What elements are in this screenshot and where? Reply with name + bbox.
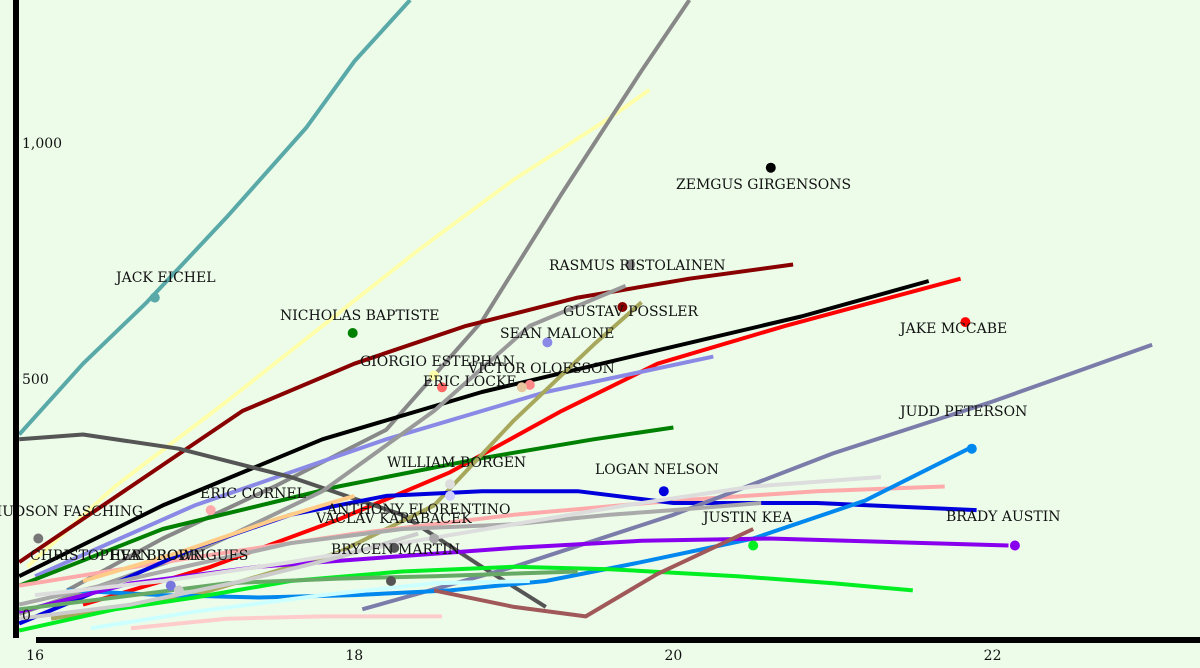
- series-line-20: [433, 527, 755, 619]
- player-label-2: ZEMGUS GIRGENSONS: [676, 177, 851, 193]
- player-label-15: HUDSON FASCHING: [0, 504, 143, 520]
- player-point-1[interactable]: [347, 328, 358, 338]
- player-label-19: BRYCEN MARTIN: [331, 542, 460, 558]
- series-line-1: [25, 88, 651, 569]
- player-point-10[interactable]: [748, 540, 759, 551]
- x-tick-label-1: 18: [345, 648, 363, 664]
- series-line-24: [18, 531, 419, 621]
- player-label-6: JAKE MCCABE: [898, 321, 1007, 337]
- player-point-17[interactable]: [165, 580, 176, 591]
- player-point-21[interactable]: [173, 585, 184, 596]
- player-labels: JACK EICHEL NICHOLAS BAPTISTE ZEMGUS GIRGE…: [0, 177, 1060, 564]
- axis-ticks: 16 18 20 22 0 500 1,000: [22, 136, 1002, 664]
- series-line-0: [17, 0, 412, 436]
- player-label-3: RASMUS RISTOLAINEN: [549, 258, 726, 274]
- player-label-0: JACK EICHEL: [114, 270, 216, 286]
- extra-point-1[interactable]: [445, 490, 455, 501]
- player-label-8: VICTOR OLOFSSON: [467, 361, 615, 377]
- player-point-2[interactable]: [765, 162, 776, 173]
- x-tick-label-0: 16: [26, 648, 44, 664]
- player-point-18[interactable]: [429, 370, 440, 381]
- player-label-11: WILLIAM BORGEN: [387, 455, 526, 471]
- player-point-6[interactable]: [960, 317, 971, 328]
- player-dots: [33, 162, 1020, 596]
- player-point-5[interactable]: [542, 337, 553, 348]
- extra-point-0[interactable]: [516, 382, 527, 393]
- series-line-23: [82, 493, 355, 583]
- series-line-5: [82, 276, 962, 607]
- series-line-4: [18, 279, 930, 578]
- player-label-9: ERIC LOCKE: [423, 374, 517, 390]
- player-point-8[interactable]: [658, 486, 669, 497]
- player-label-16: VACLAV KARABACEK: [315, 511, 472, 527]
- series-line-22: [34, 475, 882, 598]
- player-point-14[interactable]: [389, 542, 400, 553]
- player-label-14: ANTHONY FLORENTINO: [326, 502, 510, 518]
- x-tick-label-3: 22: [984, 648, 1002, 664]
- x-tick-label-2: 20: [664, 648, 682, 664]
- player-point-16[interactable]: [33, 533, 44, 544]
- player-point-13[interactable]: [429, 533, 440, 544]
- player-label-5: SEAN MALONE: [500, 326, 614, 342]
- player-label-21: EVAN RODRIGUES: [110, 548, 248, 564]
- series-line-17: [18, 501, 762, 607]
- series-line-6: [34, 354, 714, 579]
- player-point-0[interactable]: [149, 292, 160, 303]
- player-label-7: GIORGIO ESTEPHAN: [360, 354, 515, 370]
- player-label-10: JUDD PETERSON: [898, 404, 1027, 420]
- player-point-3[interactable]: [625, 259, 636, 270]
- series-line-21: [18, 569, 578, 612]
- y-tick-label-2: 1,000: [22, 136, 62, 152]
- series-line-16: [18, 564, 913, 633]
- player-label-17: JUSTIN KEA: [701, 510, 793, 526]
- series-line-7: [18, 425, 674, 588]
- player-point-12[interactable]: [205, 505, 216, 516]
- player-label-12: LOGAN NELSON: [595, 462, 719, 478]
- player-point-9[interactable]: [1009, 540, 1020, 551]
- player-point-4[interactable]: [617, 302, 628, 312]
- series-layer: [17, 0, 1153, 633]
- series-line-11: [18, 484, 945, 588]
- player-point-20[interactable]: [524, 379, 535, 390]
- y-tick-label-1: 500: [22, 372, 49, 388]
- series-line-3: [18, 262, 794, 564]
- player-label-1: NICHOLAS BAPTISTE: [280, 308, 439, 324]
- series-line-19: [130, 614, 442, 631]
- player-point-11[interactable]: [445, 479, 455, 490]
- player-label-18: BRADY AUSTIN: [946, 509, 1060, 525]
- player-point-15[interactable]: [386, 576, 396, 586]
- y-tick-label-0: 0: [22, 608, 31, 624]
- player-point-19[interactable]: [437, 382, 447, 393]
- player-label-4: GUSTAV POSSLER: [563, 304, 698, 320]
- player-label-20: CHRISTOPHER BROWN: [30, 548, 205, 564]
- series-line-18: [90, 579, 530, 631]
- player-point-7[interactable]: [966, 443, 977, 454]
- player-label-13: ERIC CORNEL: [200, 486, 306, 502]
